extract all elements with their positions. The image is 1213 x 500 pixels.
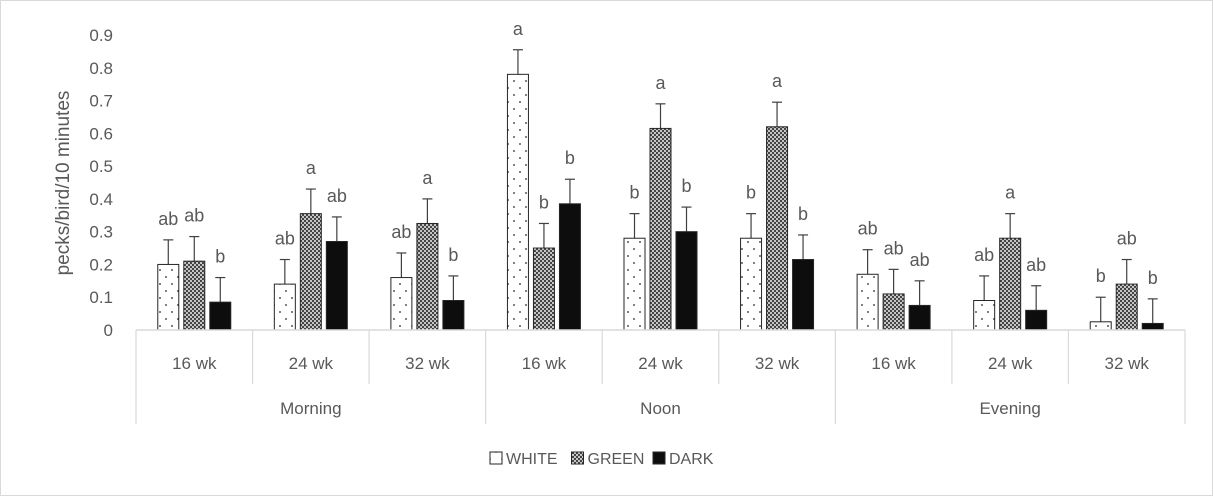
bar-white — [1089, 321, 1112, 331]
y-tick-label: 0.1 — [89, 288, 113, 307]
bar-white — [273, 283, 296, 331]
bar-dark — [792, 259, 815, 331]
bar-green — [532, 247, 555, 331]
significance-letter: a — [772, 71, 783, 91]
bar-white — [390, 277, 413, 331]
bar-green — [766, 126, 789, 331]
y-tick-label: 0.6 — [89, 124, 113, 143]
x-tick-label: 24 wk — [638, 354, 683, 373]
y-tick-label: 0.9 — [89, 26, 113, 45]
legend: WHITE GREEN DARK — [489, 451, 714, 468]
x-tick-label: 32 wk — [755, 354, 800, 373]
bar-dark — [1025, 309, 1048, 331]
bar-white — [157, 263, 180, 331]
bar-white — [856, 273, 879, 331]
bar-dark — [442, 300, 465, 331]
bar-green — [299, 213, 322, 331]
bar-dark — [675, 231, 698, 331]
significance-letter: b — [629, 183, 639, 203]
legend-label-white: WHITE — [506, 451, 558, 468]
group-label: Noon — [640, 399, 681, 418]
y-tick-label: 0.8 — [89, 59, 113, 78]
significance-letter: a — [306, 158, 317, 178]
bar-green — [183, 260, 206, 331]
significance-letter: a — [422, 168, 433, 188]
x-tick-label: 24 wk — [289, 354, 334, 373]
y-tick-label: 0.7 — [89, 92, 113, 111]
significance-letter: ab — [158, 209, 178, 229]
bar-green — [999, 237, 1022, 331]
legend-label-dark: DARK — [669, 451, 714, 468]
significance-letter: b — [539, 192, 549, 212]
bar-green — [649, 127, 672, 331]
bar-white — [740, 237, 763, 331]
y-tick-label: 0.5 — [89, 157, 113, 176]
significance-letter: ab — [1117, 229, 1137, 249]
legend-label-green: GREEN — [588, 451, 645, 468]
bar-green — [1115, 283, 1138, 331]
bar-green — [416, 222, 439, 331]
y-tick-label: 0.4 — [89, 190, 113, 209]
bar-white — [973, 300, 996, 331]
x-tick-label: 16 wk — [871, 354, 916, 373]
significance-letter: b — [448, 245, 458, 265]
significance-letter: ab — [858, 219, 878, 239]
significance-letter: ab — [910, 250, 930, 270]
bar-dark — [325, 241, 348, 331]
group-label: Evening — [979, 399, 1040, 418]
bar-white — [623, 237, 646, 331]
legend-swatch-white — [489, 451, 503, 465]
significance-letter: ab — [327, 186, 347, 206]
significance-letter: ab — [884, 238, 904, 258]
bar-dark — [1141, 322, 1164, 331]
significance-letter: a — [513, 19, 524, 39]
significance-letter: ab — [1026, 255, 1046, 275]
bar-dark — [558, 203, 581, 331]
bar-dark — [209, 301, 232, 331]
y-tick-label: 0 — [104, 321, 113, 340]
significance-letter: b — [1096, 266, 1106, 286]
significance-letter: ab — [391, 222, 411, 242]
significance-letter: b — [798, 204, 808, 224]
significance-letter: ab — [184, 206, 204, 226]
x-tick-label: 16 wk — [172, 354, 217, 373]
significance-letter: b — [1148, 268, 1158, 288]
x-tick-label: 32 wk — [1105, 354, 1150, 373]
legend-swatch-dark — [652, 451, 666, 465]
x-tick-label: 32 wk — [405, 354, 450, 373]
group-label: Morning — [280, 399, 341, 418]
significance-letter: b — [215, 247, 225, 267]
significance-letter: b — [746, 183, 756, 203]
y-tick-label: 0.2 — [89, 255, 113, 274]
significance-letter: ab — [275, 229, 295, 249]
significance-letter: b — [681, 176, 691, 196]
significance-letter: ab — [974, 245, 994, 265]
significance-letter: b — [565, 148, 575, 168]
significance-letter: a — [1005, 183, 1016, 203]
significance-letter: a — [655, 73, 666, 93]
legend-swatch-green — [571, 451, 584, 465]
y-axis-label: pecks/bird/10 minutes — [53, 91, 74, 276]
x-tick-label: 24 wk — [988, 354, 1033, 373]
bar-white — [506, 73, 529, 331]
x-tick-label: 16 wk — [522, 354, 567, 373]
y-tick-label: 0.3 — [89, 223, 113, 242]
bar-green — [882, 293, 905, 331]
bar-dark — [908, 304, 931, 331]
